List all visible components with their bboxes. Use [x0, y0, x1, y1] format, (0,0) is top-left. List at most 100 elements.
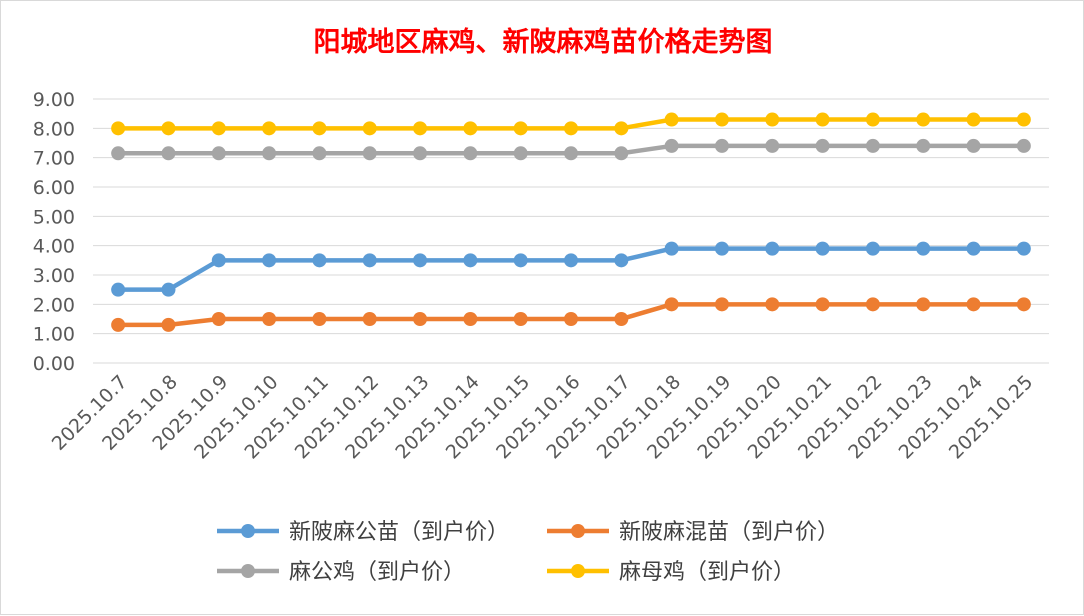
legend-item: 麻公鸡（到户价） — [217, 560, 465, 585]
data-point — [614, 121, 629, 136]
data-point — [161, 121, 176, 136]
data-point — [564, 312, 578, 326]
data-point — [362, 121, 377, 136]
y-tick-label: 2.00 — [33, 294, 75, 316]
series-1 — [111, 241, 1031, 297]
data-point — [916, 241, 931, 256]
legend-swatch-marker — [241, 524, 255, 538]
data-point — [211, 312, 226, 326]
legend-item: 麻母鸡（到户价） — [547, 560, 795, 585]
data-point — [966, 297, 981, 312]
data-point — [513, 146, 528, 161]
data-point — [815, 297, 830, 312]
legend-swatch-marker — [571, 564, 585, 578]
data-point — [413, 121, 428, 136]
y-tick-label: 9.00 — [33, 89, 75, 111]
y-tick-label: 4.00 — [33, 236, 75, 258]
data-point — [815, 138, 830, 153]
data-point — [463, 253, 478, 268]
series-3 — [111, 138, 1031, 161]
data-point — [1016, 138, 1031, 153]
data-point — [111, 317, 126, 332]
data-point — [714, 112, 729, 127]
y-tick-label: 8.00 — [33, 118, 75, 140]
data-point — [865, 138, 880, 153]
data-point — [211, 121, 226, 136]
legend-swatch-marker — [241, 564, 255, 578]
data-point — [765, 241, 780, 256]
data-point — [664, 241, 679, 256]
data-point — [916, 138, 931, 153]
data-point — [966, 138, 981, 153]
series-2 — [111, 297, 1031, 332]
data-point — [262, 253, 277, 268]
data-point — [262, 121, 277, 136]
legend-label: 麻母鸡（到户价） — [619, 560, 795, 585]
y-tick-label: 0.00 — [33, 353, 75, 375]
data-point — [1016, 297, 1031, 312]
data-point — [664, 138, 679, 153]
data-point — [413, 146, 428, 161]
data-point — [362, 253, 377, 268]
data-point — [362, 312, 377, 326]
data-point — [1016, 112, 1031, 127]
data-point — [513, 312, 528, 326]
data-point — [815, 241, 830, 256]
data-point — [413, 312, 428, 326]
y-tick-label: 7.00 — [33, 148, 75, 170]
data-point — [262, 146, 277, 161]
data-point — [916, 112, 931, 127]
data-point — [815, 112, 830, 127]
data-point — [211, 253, 226, 268]
data-point — [865, 241, 880, 256]
data-point — [513, 253, 528, 268]
data-point — [614, 312, 629, 326]
y-tick-label: 6.00 — [33, 177, 75, 199]
legend-label: 新陂麻混苗（到户价） — [619, 520, 839, 545]
data-point — [714, 241, 729, 256]
data-point — [463, 146, 478, 161]
data-point — [161, 282, 176, 297]
legend-item: 新陂麻混苗（到户价） — [547, 520, 839, 545]
data-point — [765, 112, 780, 127]
data-point — [312, 121, 327, 136]
data-point — [714, 297, 729, 312]
data-point — [111, 282, 126, 297]
data-point — [966, 112, 981, 127]
data-point — [413, 253, 428, 268]
legend-swatch-marker — [571, 524, 585, 538]
data-point — [564, 146, 578, 161]
data-point — [664, 297, 679, 312]
data-point — [765, 138, 780, 153]
x-axis-ticks: 2025.10.72025.10.82025.10.92025.10.10202… — [48, 371, 1038, 463]
data-point — [1016, 241, 1031, 256]
data-point — [865, 112, 880, 127]
data-point — [262, 312, 277, 326]
series-4 — [111, 112, 1031, 136]
series-lines — [111, 112, 1031, 332]
data-point — [564, 121, 578, 136]
y-tick-label: 3.00 — [33, 265, 75, 287]
data-point — [564, 253, 578, 268]
data-point — [513, 121, 528, 136]
legend: 新陂麻公苗（到户价） 新陂麻混苗（到户价） 麻公鸡（到户价） 麻母鸡（到户价） — [217, 520, 839, 585]
data-point — [111, 146, 126, 161]
data-point — [865, 297, 880, 312]
legend-label: 麻公鸡（到户价） — [289, 560, 465, 585]
data-point — [463, 121, 478, 136]
data-point — [211, 146, 226, 161]
chart-title: 阳城地区麻鸡、新陂麻鸡苗价格走势图 — [314, 26, 773, 58]
y-axis-ticks: 0.00 1.00 2.00 3.00 4.00 5.00 6.00 7.00 8.00 9.00 — [33, 89, 75, 375]
y-tick-label: 5.00 — [33, 206, 75, 228]
legend-label: 新陂麻公苗（到户价） — [289, 520, 509, 545]
data-point — [463, 312, 478, 326]
data-point — [765, 297, 780, 312]
data-point — [312, 253, 327, 268]
data-point — [714, 138, 729, 153]
data-point — [966, 241, 981, 256]
data-point — [111, 121, 126, 136]
data-point — [161, 317, 176, 332]
data-point — [614, 253, 629, 268]
